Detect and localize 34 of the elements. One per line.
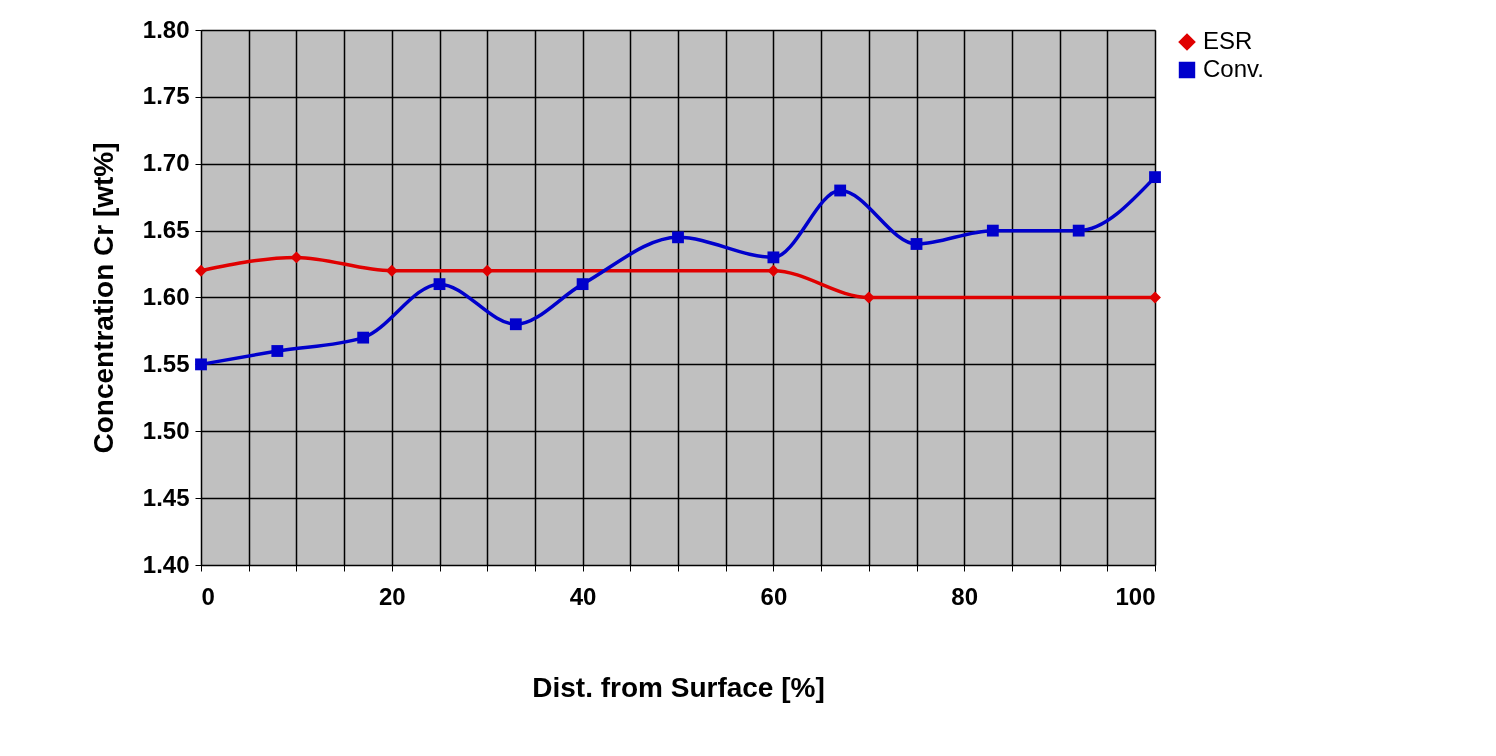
y-tick-label: 1.50 [142,416,190,444]
y-tick-label: 1.55 [142,349,190,377]
point [576,278,589,291]
legend-label: Conv. [1203,55,1264,82]
point [509,318,522,331]
x-tick-label: 0 [201,582,215,610]
point [767,251,780,264]
x-tick-label: 40 [569,582,597,610]
x-tick-label: 60 [760,582,788,610]
y-tick-label: 1.75 [142,82,190,110]
y-tick-label: 1.40 [142,550,190,578]
point [986,224,999,237]
x-tick-label: 80 [951,582,979,610]
point [195,264,207,277]
x-axis-title: Dist. from Surface [%] [532,671,825,703]
x-tick-label: 100 [1115,582,1156,610]
point [357,331,370,344]
y-tick-label: 1.45 [142,483,190,511]
point [672,231,684,244]
point [1149,171,1161,184]
point [271,345,284,357]
point [195,358,207,371]
point [1149,291,1161,304]
y-axis-title: Concentration Cr [wt%] [87,142,119,454]
point [1072,224,1085,237]
x-tick-label: 20 [378,582,406,610]
y-tick-label: 1.65 [142,216,190,244]
point [834,184,847,197]
y-tick-label: 1.70 [142,149,190,177]
y-tick-label: 1.60 [142,283,190,310]
point [433,278,446,291]
y-tick-label: 1.80 [142,15,190,43]
legend-label: ESR [1203,27,1253,54]
point [910,238,923,250]
